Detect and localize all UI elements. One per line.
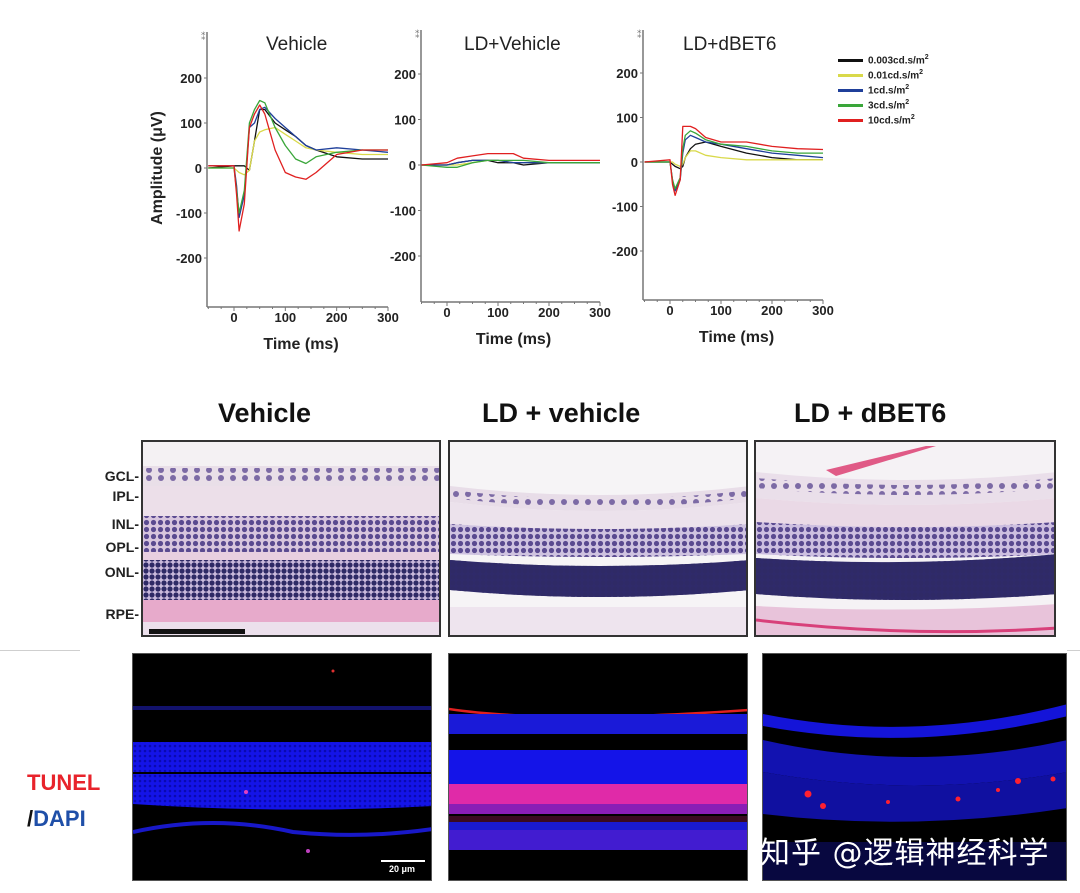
he-stain-ld-vehicle: [450, 442, 746, 635]
slash-text: /: [27, 806, 34, 831]
legend-swatch-yellow: [838, 74, 863, 77]
legend-label: 10cd.s/m2: [868, 114, 915, 127]
layer-label-onl: ONL-: [104, 564, 139, 580]
histology-image-ld-vehicle: [448, 440, 748, 637]
erg-title-ld-vehicle: LD+Vehicle: [464, 34, 561, 55]
axis-break-icon: ⁑: [201, 31, 206, 42]
y-tick-label: -100: [612, 200, 638, 215]
y-tick-label: 100: [180, 116, 202, 131]
dapi-label: DAPI: [33, 806, 86, 831]
layer-label-ipl: IPL-: [112, 488, 139, 504]
he-stain-vehicle: [143, 442, 439, 635]
y-tick-label: 200: [180, 71, 202, 86]
legend-item: 3cd.s/m2: [838, 98, 929, 113]
axis-break-icon: ⁑: [637, 29, 642, 40]
x-tick-label: 0: [666, 303, 673, 318]
x-tick-label: 300: [377, 310, 399, 325]
y-tick-label: 100: [616, 111, 638, 126]
y-tick-label: 200: [394, 67, 416, 82]
axis-break-icon: ⁑: [415, 29, 420, 40]
erg-trace: [644, 150, 823, 168]
y-tick-label: 200: [616, 66, 638, 81]
y-tick-label: -200: [612, 244, 638, 259]
tunel-dapi-ld-dbet6: [763, 654, 1066, 880]
tunel-label: TUNEL: [27, 770, 101, 795]
layer-label-gcl: GCL-: [104, 468, 139, 484]
erg-trace: [644, 130, 823, 190]
legend-swatch-black: [838, 59, 863, 62]
histology-image-ld-dbet6: [754, 440, 1056, 637]
x-tick-label: 100: [274, 310, 296, 325]
erg-trace: [208, 106, 389, 219]
separator-line-left: [0, 650, 80, 651]
legend-label: 1cd.s/m2: [868, 84, 910, 97]
tunel-dapi-ld-vehicle: [449, 654, 747, 880]
histology-title-ld-dbet6: LD + dBET6: [794, 398, 947, 428]
legend-label: 3cd.s/m2: [868, 99, 910, 112]
label-slash: /DAPI: [27, 806, 86, 832]
x-tick-label: 300: [589, 305, 611, 320]
x-axis-title: Time (ms): [699, 329, 774, 346]
y-tick-label: 0: [195, 161, 202, 176]
x-tick-label: 100: [487, 305, 509, 320]
layer-label-inl: INL-: [111, 516, 139, 532]
x-tick-label: 0: [443, 305, 450, 320]
fluorescence-image-ld-vehicle: [448, 653, 748, 881]
layer-label-rpe: RPE-: [105, 606, 139, 622]
x-axis-title: Time (ms): [263, 336, 338, 353]
legend-label: 0.01cd.s/m2: [868, 69, 924, 82]
separator-line-right: [1067, 650, 1080, 651]
y-tick-label: -100: [390, 204, 416, 219]
legend-swatch-blue: [838, 89, 863, 92]
x-axis-title: Time (ms): [476, 331, 551, 348]
erg-trace: [208, 108, 388, 171]
y-tick-label: 0: [409, 158, 416, 173]
x-tick-label: 200: [538, 305, 560, 320]
tunel-dapi-vehicle: [133, 654, 431, 880]
y-tick-label: 100: [394, 113, 416, 128]
y-tick-label: -200: [390, 249, 416, 264]
y-tick-label: -100: [176, 206, 202, 221]
legend-swatch-red: [838, 119, 863, 122]
y-tick-label: 0: [631, 155, 638, 170]
legend-label: 0.003cd.s/m2: [868, 54, 929, 67]
erg-legend: 0.003cd.s/m2 0.01cd.s/m2 1cd.s/m2 3cd.s/…: [838, 53, 929, 128]
erg-trace: [421, 159, 600, 168]
erg-trace: [208, 99, 388, 214]
watermark-text: 知乎 @逻辑神经科学: [760, 836, 1050, 871]
erg-trace: [644, 141, 823, 170]
x-tick-label: 200: [761, 303, 783, 318]
y-tick-label: -200: [176, 251, 202, 266]
erg-title-ld-dbet6: LD+dBET6: [683, 34, 777, 55]
layer-label-opl: OPL-: [105, 539, 139, 555]
erg-charts: ⁑ -200 -100 0 100 200 0 100 200 300 Time (ms) ⁑ -200…: [149, 29, 834, 353]
erg-trace: [644, 125, 824, 197]
legend-item: 0.003cd.s/m2: [838, 53, 929, 68]
legend-swatch-green: [838, 104, 863, 107]
y-axis-title: Amplitude (μV): [149, 111, 166, 225]
erg-trace: [208, 126, 388, 176]
histology-image-vehicle: [141, 440, 441, 637]
fluorescence-image-vehicle: 20 μm: [132, 653, 432, 881]
x-tick-label: 300: [812, 303, 834, 318]
erg-trace: [208, 104, 388, 232]
x-tick-label: 0: [230, 310, 237, 325]
erg-trace: [421, 152, 600, 166]
legend-item: 10cd.s/m2: [838, 113, 929, 128]
legend-item: 0.01cd.s/m2: [838, 68, 929, 83]
erg-title-vehicle: Vehicle: [266, 34, 328, 55]
x-tick-label: 200: [326, 310, 348, 325]
scale-bar-label: 20 μm: [389, 864, 416, 874]
histology-title-vehicle: Vehicle: [218, 398, 312, 428]
he-stain-ld-dbet6: [756, 442, 1054, 635]
legend-item: 1cd.s/m2: [838, 83, 929, 98]
x-tick-label: 100: [710, 303, 732, 318]
fluorescence-image-ld-dbet6: [762, 653, 1067, 881]
histology-title-ld-vehicle: LD + vehicle: [482, 398, 641, 428]
